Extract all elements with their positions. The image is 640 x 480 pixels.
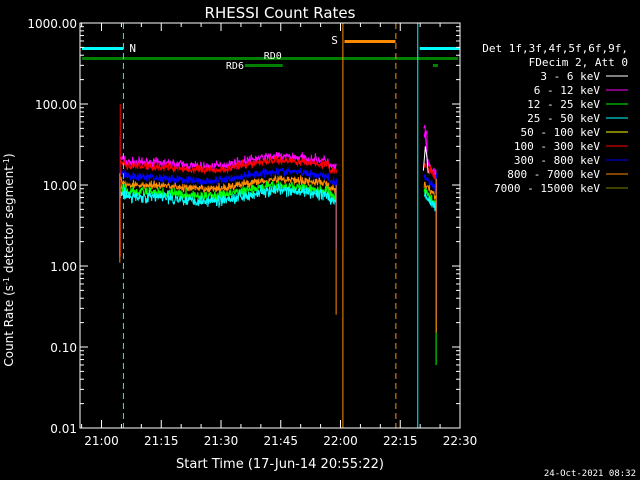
y-tick-label-4: 10.00 [43, 179, 77, 193]
legend-entry-label-7: 300 - 800 keV [514, 154, 600, 167]
chart-title: RHESSI Count Rates [205, 4, 356, 22]
x-tick-label-1: 21:00 [84, 434, 119, 448]
night-bar-1 [82, 47, 124, 50]
x-tick-label-7: 22:30 [443, 434, 478, 448]
legend-entry-label-6: 100 - 300 keV [514, 140, 600, 153]
x-tick-label-6: 22:15 [383, 434, 418, 448]
x-tick-label-2: 21:15 [144, 434, 179, 448]
legend-header-line2: FDecim 2, Att 0 [529, 56, 628, 69]
saa-label: S [331, 34, 338, 47]
saa-bar [344, 40, 396, 43]
night-label: N [129, 42, 136, 55]
plot-frame [79, 22, 461, 429]
legend: Det 1f,3f,4f,5f,6f,9f, FDecim 2, Att 0 3… [482, 42, 628, 195]
rd6-label: RD6 [226, 61, 244, 72]
y-tick-label-5: 100.00 [35, 98, 77, 112]
legend-entry-label-1: 3 - 6 keV [540, 70, 600, 83]
rd0-bar [82, 57, 458, 60]
y-tick-label-1: 0.01 [50, 422, 77, 436]
x-tick-label-5: 22:00 [323, 434, 358, 448]
y-axis-label: Count Rate (s-1 detector segment-1) [2, 153, 16, 366]
y-axis-label-main: Count Rate (s [2, 285, 16, 367]
legend-entry-label-5: 50 - 100 keV [521, 126, 601, 139]
series-line-2 [119, 155, 437, 181]
rd6-bar [244, 64, 283, 67]
marker-layer: N RD0 RD6 S [82, 34, 460, 72]
legend-header-line1: Det 1f,3f,4f,5f,6f,9f, [482, 42, 628, 55]
y-axis-label-sup2: -1 [2, 158, 11, 166]
axis-layer: 0.01 0.10 1.00 10.00 100.00 1000.00 21:00 21:15… [27, 17, 477, 448]
flare-peak-3-6 [422, 146, 429, 174]
y-axis-label-sup1: -1 [2, 277, 11, 285]
x-tick-label-4: 21:45 [263, 434, 298, 448]
y-tick-label-2: 0.10 [50, 341, 77, 355]
y-axis-label-end: ) [2, 153, 16, 158]
y-tick-label-6: 1000.00 [27, 17, 77, 31]
legend-entry-label-8: 800 - 7000 keV [507, 168, 600, 181]
series-line-3 [119, 150, 437, 188]
x-tick-label-3: 21:30 [204, 434, 239, 448]
legend-entry-label-3: 12 - 25 keV [527, 98, 600, 111]
rd0-label: RD0 [264, 51, 282, 62]
series-line-4 [119, 166, 437, 194]
legend-entry-label-4: 25 - 50 keV [527, 112, 600, 125]
x-axis-label: Start Time (17-Jun-14 20:55:22) [176, 457, 384, 472]
series-line-7 [119, 183, 437, 212]
legend-entry-label-9: 7000 - 15000 keV [494, 182, 600, 195]
series-layer [118, 104, 437, 365]
y-axis-label-mid: detector segment [2, 166, 16, 277]
rd6-bar-2 [432, 64, 438, 67]
y-tick-label-3: 1.00 [50, 260, 77, 274]
night-bar-2 [419, 47, 460, 50]
timestamp: 24-Oct-2021 08:32 [544, 469, 636, 479]
legend-entry-label-2: 6 - 12 keV [534, 84, 601, 97]
